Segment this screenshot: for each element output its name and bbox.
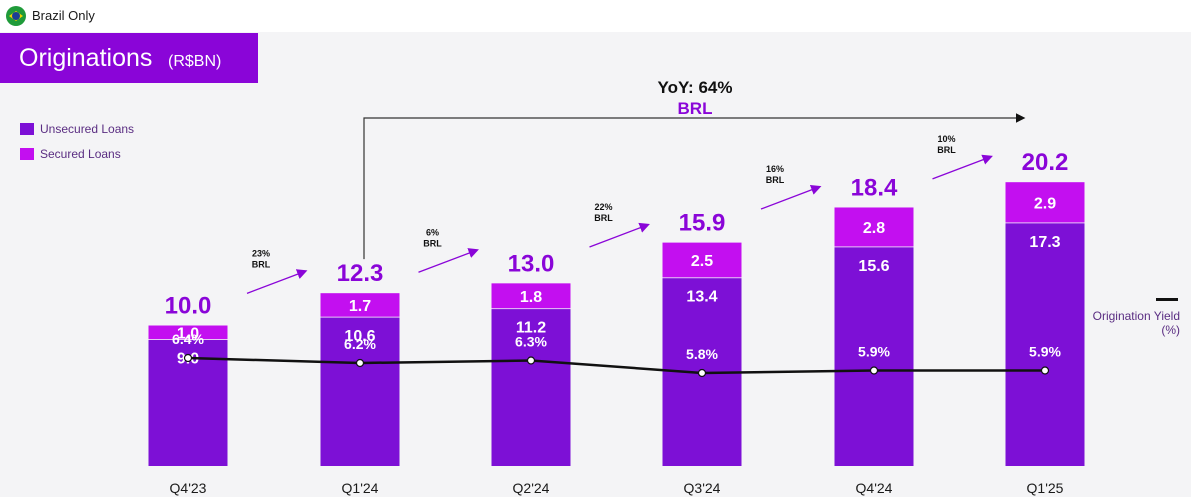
legend-swatch-secured [20,148,34,160]
growth-arrow [589,222,650,248]
legend-label-unsecured: Unsecured Loans [40,122,135,136]
title-banner [0,33,258,83]
total-value-label: 12.3 [337,260,384,287]
total-value-label: 15.9 [679,210,726,237]
yield-legend-line [1156,298,1178,301]
growth-pct-label: 6% [426,227,439,237]
secured-value-label: 1.8 [520,289,542,306]
chart-title-unit: (R$BN) [168,53,222,70]
growth-pct-label: 16% [766,164,784,174]
yield-value-label: 5.9% [858,344,890,360]
growth-currency-label: BRL [937,145,956,155]
growth-currency-label: BRL [766,175,785,185]
yield-legend-label: Origination Yield (%) [1092,309,1180,337]
secured-value-label: 1.7 [349,298,371,315]
unsecured-value-label: 17.3 [1029,234,1060,251]
yield-point [869,366,879,375]
bar-secured [320,293,400,318]
x-tick-label: Q4'24 [856,480,893,496]
yield-value-label: 6.2% [344,336,376,352]
growth-currency-label: BRL [252,259,271,269]
yield-point [697,368,707,378]
growth-arrow [760,184,822,210]
growth-arrow [246,269,308,294]
unsecured-value-label: 11.2 [516,320,546,337]
total-value-label: 18.4 [851,174,898,201]
x-tick-label: Q4'23 [170,480,207,496]
growth-arrow [418,248,479,273]
secured-value-label: 1.0 [177,326,199,343]
yield-value-label: 5.9% [1029,344,1061,360]
total-value-label: 20.2 [1022,149,1069,176]
growth-pct-label: 23% [252,248,270,258]
yield-value-label: 6.4% [172,331,204,347]
legend-swatch-unsecured [20,123,34,135]
bar-unsecured [491,308,571,466]
yield-point [526,356,536,365]
bar-unsecured [320,317,400,466]
yield-point [183,353,193,363]
growth-arrow [932,154,993,180]
unsecured-value-label: 10.6 [344,328,375,345]
bar-secured [491,283,571,309]
total-value-label: 13.0 [508,250,555,277]
yield-value-label: 6.3% [515,334,547,350]
yoy-bracket-arrow [363,113,1026,260]
yield-point [1040,366,1050,375]
x-tick-label: Q1'25 [1027,480,1064,496]
secured-value-label: 2.8 [863,220,885,237]
bar-secured [148,325,228,340]
growth-currency-label: BRL [423,238,442,248]
yield-line [187,356,1045,375]
yield-value-label: 5.8% [686,346,718,362]
bar-secured [834,207,914,247]
x-tick-label: Q3'24 [684,480,721,496]
brazil-flag-icon [6,6,26,26]
top-bar: Brazil Only [0,0,1191,32]
total-value-label: 10.0 [165,293,212,320]
secured-value-label: 2.9 [1034,196,1056,213]
bar-unsecured [834,246,914,466]
growth-pct-label: 10% [937,134,955,144]
yoy-label: YoY: 64% [657,78,733,97]
legend-label-secured: Secured Loans [40,147,121,161]
x-tick-label: Q2'24 [513,480,550,496]
unsecured-value-label: 13.4 [686,289,717,306]
growth-pct-label: 22% [594,202,612,212]
unsecured-value-label: 15.6 [858,258,889,275]
scope-label: Brazil Only [32,8,95,23]
bar-unsecured [1005,222,1085,466]
yoy-currency: BRL [677,99,713,118]
bar-secured [1005,182,1085,223]
chart-title: Originations [19,44,153,72]
growth-currency-label: BRL [594,213,613,223]
bar-secured [662,242,742,278]
x-tick-label: Q1'24 [342,480,379,496]
yield-point [355,358,365,368]
secured-value-label: 2.5 [691,253,713,270]
